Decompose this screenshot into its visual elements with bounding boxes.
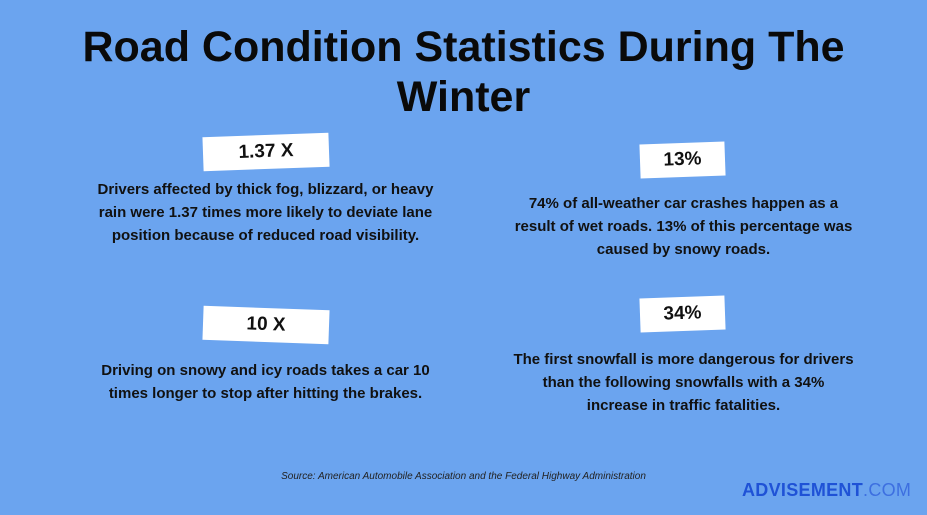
stat-badge: 1.37 X bbox=[202, 132, 330, 172]
stat-text: Drivers affected by thick fog, blizzard,… bbox=[97, 181, 434, 244]
source: Source: American Automobile Association … bbox=[281, 471, 646, 482]
stat-badge: 13% bbox=[639, 141, 726, 179]
brand-name: ADVISEMENT bbox=[742, 480, 864, 500]
stat-badge: 10 X bbox=[202, 305, 330, 345]
stat-text: 74% of all-weather car crashes happen as… bbox=[514, 195, 853, 258]
stat-badge: 34% bbox=[639, 295, 726, 333]
stat-text: Driving on snowy and icy roads takes a c… bbox=[101, 362, 430, 402]
stat-text: The first snowfall is more dangerous for… bbox=[513, 351, 854, 414]
brand-logo: ADVISEMENT.COM bbox=[742, 480, 911, 501]
title: Road Condition Statistics During The Win… bbox=[82, 23, 845, 121]
brand-suffix: .COM bbox=[863, 480, 912, 500]
